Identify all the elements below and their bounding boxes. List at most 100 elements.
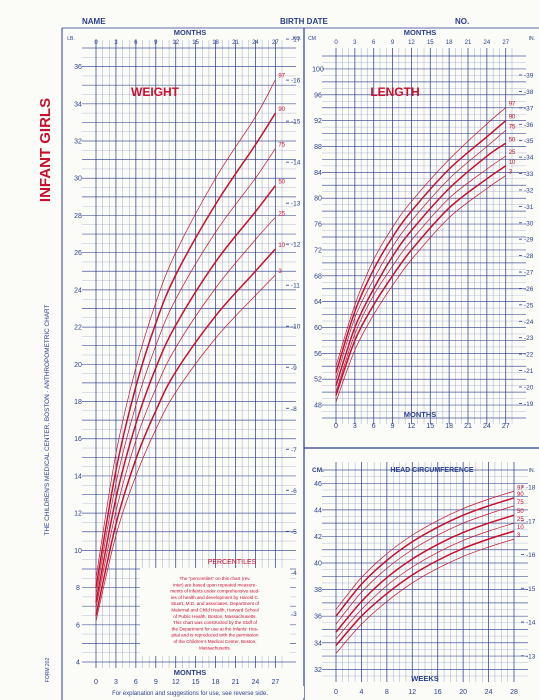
head-in-label: IN.	[529, 468, 535, 474]
length-cm-label: CM	[308, 36, 316, 42]
length-x-tick-bottom: 12	[408, 423, 416, 430]
length-y-tick: 80	[314, 196, 322, 203]
weight-y-tick: 22	[74, 325, 82, 332]
head-x-tick-bottom: 8	[385, 689, 389, 696]
head-percentile-97-line	[335, 490, 515, 610]
weight-y-tick-right: -11	[291, 283, 300, 290]
weight-y-tick-right: -13	[291, 201, 301, 208]
head-circumference-title: HEAD CIRCUMFERENCE	[390, 467, 474, 474]
weight-x-tick-top: 15	[192, 40, 199, 46]
weight-y-tick: 34	[74, 101, 82, 108]
length-y-tick-right: -24	[524, 319, 534, 326]
weight-x-tick-bottom: 24	[252, 679, 260, 686]
length-x-tick-top: 9	[391, 40, 395, 46]
head-x-tick-bottom: 4	[359, 689, 363, 696]
length-y-tick: 68	[314, 273, 322, 280]
length-y-tick: 56	[314, 351, 322, 358]
form-number: FORM 202	[45, 658, 51, 683]
length-y-tick-right: -31	[524, 204, 534, 211]
weight-y-tick-right: -15	[291, 119, 301, 126]
length-y-tick: 92	[314, 118, 322, 125]
weight-y-tick: 12	[74, 511, 82, 518]
length-x-tick-top: 6	[372, 40, 376, 46]
length-y-tick-right: -23	[524, 335, 534, 342]
weight-x-tick-top: 27	[272, 40, 279, 46]
percentiles-heading: PERCENTILES	[208, 559, 257, 566]
length-x-tick-top: 0	[334, 40, 338, 46]
head-x-tick-bottom: 12	[408, 689, 416, 696]
length-x-tick-top: 27	[502, 40, 509, 46]
length-percentile-label: 90	[509, 115, 516, 121]
length-y-tick-right: -28	[524, 253, 534, 260]
head-percentile-50-line	[335, 514, 515, 633]
weight-percentile-90-line	[95, 112, 276, 588]
length-x-tick-bottom: 24	[483, 423, 491, 430]
weight-lb-label: LB.	[67, 36, 75, 42]
weight-y-tick-right: -5	[291, 529, 297, 536]
weight-y-tick: 10	[74, 548, 82, 555]
length-y-tick-right: -39	[524, 73, 534, 80]
length-y-tick: 60	[314, 325, 322, 332]
percentiles-note-line: of Public Health, Boston, Massachusetts.	[173, 614, 257, 619]
length-percentile-label: 10	[509, 160, 516, 166]
percentiles-note: PERCENTILES The "percentiles" on this ch…	[140, 559, 290, 656]
length-curves: 97 90 75 50 25 10 3	[335, 102, 516, 402]
weight-title: WEIGHT	[131, 85, 180, 99]
length-y-tick-right: -21	[524, 368, 534, 375]
head-x-tick-bottom: 16	[434, 689, 442, 696]
head-y-tick: 44	[314, 507, 322, 514]
head-weeks-label: WEEKS	[411, 674, 439, 683]
length-percentile-50-line	[335, 142, 507, 386]
head-y-tick: 34	[314, 640, 322, 647]
weight-x-tick-bottom: 6	[134, 679, 138, 686]
head-y-tick: 46	[314, 481, 322, 488]
head-x-tick-bottom: 28	[510, 689, 518, 696]
length-y-tick: 72	[314, 247, 322, 254]
weight-y-tick-right: -17	[291, 37, 301, 44]
length-x-tick-top: 18	[446, 40, 453, 46]
percentiles-note-line: The "percentiles" on this chart (rev.	[179, 576, 250, 581]
length-y-tick-right: -34	[524, 155, 534, 162]
weight-x-tick-bottom: 18	[212, 679, 220, 686]
length-y-tick: 100	[312, 66, 324, 73]
weight-percentile-label: 10	[278, 243, 285, 249]
length-y-tick: 88	[314, 144, 322, 151]
length-y-tick: 52	[314, 377, 322, 384]
head-percentile-25-line	[335, 522, 515, 640]
length-months-label-top: MONTHS	[404, 28, 437, 37]
length-y-tick-right: -29	[524, 237, 534, 244]
weight-y-tick: 20	[74, 362, 82, 369]
head-y-tick-right: -18	[526, 485, 536, 492]
head-y-tick: 36	[314, 614, 322, 621]
length-x-tick-top: 21	[465, 40, 472, 46]
length-x-tick-bottom: 18	[445, 423, 453, 430]
weight-months-label-bottom: MONTHS	[174, 668, 207, 677]
head-y-tick-right: -13	[526, 653, 536, 660]
length-x-tick-top: 12	[408, 40, 415, 46]
weight-x-tick-bottom: 12	[172, 679, 180, 686]
length-x-tick-top: 3	[353, 40, 357, 46]
number-label: NO.	[455, 17, 469, 26]
head-percentile-label: 3	[517, 533, 521, 539]
length-months-label-bottom: MONTHS	[404, 410, 437, 419]
weight-y-tick: 36	[74, 64, 82, 71]
length-x-tick-top: 24	[484, 40, 491, 46]
length-y-tick-right: -37	[524, 105, 534, 112]
weight-percentile-label: 75	[278, 142, 285, 148]
length-y-tick-right: -22	[524, 352, 534, 359]
percentiles-note-line: ies of health and development by Harold …	[171, 595, 259, 600]
institution-subtitle: THE CHILDREN'S MEDICAL CENTER, BOSTON · …	[44, 304, 51, 535]
head-percentile-label: 50	[517, 509, 524, 515]
length-y-tick: 76	[314, 222, 322, 229]
length-x-tick-top: 15	[427, 40, 434, 46]
weight-y-tick-right: -16	[291, 78, 301, 85]
weight-y-tick: 30	[74, 176, 82, 183]
length-y-tick-right: -27	[524, 270, 534, 277]
percentiles-note-line: the Department for use at the Infants' H…	[172, 626, 259, 631]
weight-percentile-label: 25	[278, 211, 285, 217]
head-y-tick-right: -17	[526, 518, 536, 525]
length-y-tick-right: -32	[524, 187, 534, 194]
length-percentile-10-line	[335, 165, 507, 396]
